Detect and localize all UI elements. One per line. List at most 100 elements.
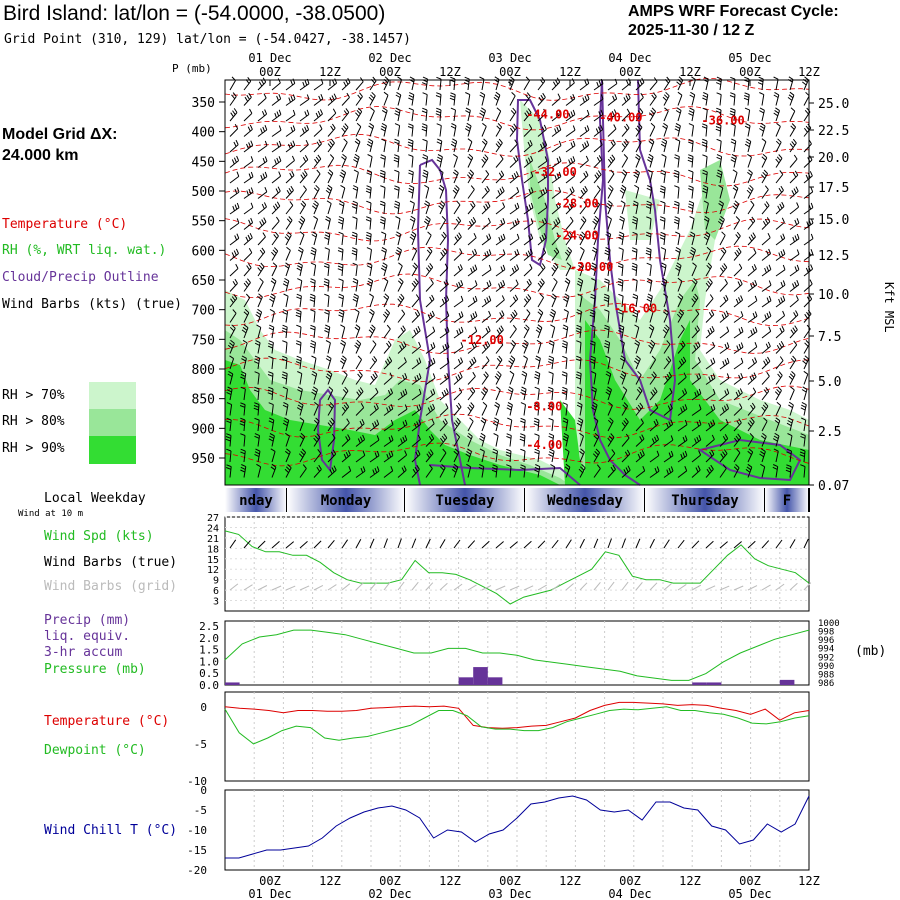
wind-barb	[229, 218, 240, 230]
wind-barb	[383, 388, 394, 401]
temperature-contour-label: -32.00	[534, 165, 577, 179]
wind-barb	[355, 403, 365, 416]
wind-barb	[425, 373, 436, 385]
height-tick-label: 10.0	[818, 288, 849, 303]
wind-barb	[621, 433, 630, 447]
wind-barb-true	[691, 540, 700, 549]
wind-barb	[369, 293, 374, 308]
wind-barb	[425, 278, 434, 292]
wind-barb	[464, 122, 472, 137]
wind-barb	[578, 262, 584, 277]
wind-barb	[495, 107, 502, 122]
legend-precip-accum: 3-hr accum	[44, 645, 123, 660]
wind-barb	[281, 355, 288, 370]
wind-barb	[229, 263, 239, 277]
wind-barb	[565, 216, 574, 230]
wind-barb	[662, 91, 670, 106]
wind-barb	[465, 448, 472, 463]
wind-barb	[411, 373, 422, 385]
wind-barb	[439, 357, 450, 370]
wind-barb	[369, 107, 375, 122]
wind-barb	[295, 355, 302, 370]
wind-barb	[411, 246, 418, 261]
pressure-tick-label: 550	[192, 215, 215, 230]
wind-barb	[495, 233, 506, 246]
wind-barb	[533, 417, 540, 432]
wind-barb	[591, 401, 598, 416]
wind-barb	[268, 417, 275, 432]
wind-barb	[675, 231, 681, 246]
wind-barb	[619, 216, 625, 230]
wind-barb	[341, 138, 348, 153]
wind-barb-grid	[369, 582, 377, 591]
legend-pressure: Pressure (mb)	[44, 662, 146, 677]
wind-barb	[395, 231, 402, 246]
wind-barb	[327, 433, 336, 447]
temperature-labels: -44.00 -40.00 -36.00 -32.00 -28.00 -24.00 -20.…	[461, 108, 745, 452]
wind-barb	[453, 264, 463, 277]
wind-barb	[481, 371, 489, 385]
wind-barb	[677, 324, 685, 339]
wind-barb	[775, 185, 784, 199]
wind-barb	[801, 386, 808, 401]
wind-barb	[479, 432, 486, 447]
wind-barb	[366, 169, 373, 184]
wind-barb	[229, 202, 240, 215]
wind-barb	[243, 124, 253, 137]
wind-barb	[761, 371, 770, 385]
wind-barb	[789, 295, 799, 308]
wind-barb-true	[439, 539, 446, 549]
wind-barb	[663, 308, 669, 323]
wind-barb	[747, 153, 752, 168]
wind-barb	[747, 216, 756, 230]
wind-barb-grid	[621, 581, 629, 591]
wind-barb-true	[299, 541, 308, 549]
wind-barb	[674, 154, 680, 168]
cycle-line-2: 2025-11-30 / 12 Z	[628, 22, 755, 39]
wind-barb	[313, 124, 323, 137]
wind-barb	[537, 187, 548, 199]
wind-barb	[523, 124, 533, 137]
wind-barb	[226, 417, 232, 432]
wind-barb	[453, 280, 464, 292]
wind-barb	[565, 186, 575, 199]
wind-barb	[281, 371, 288, 385]
wind-barb	[313, 169, 321, 184]
wind-barb	[593, 432, 600, 447]
wind-barb	[659, 185, 666, 199]
wind-barb-grid	[439, 582, 448, 591]
wind-barb	[675, 246, 681, 261]
wind-barb	[355, 107, 363, 122]
wind-barb	[593, 417, 599, 432]
wind-barb	[579, 94, 590, 106]
wind-barb	[675, 107, 682, 122]
wind-barb	[467, 387, 476, 401]
wind-barb	[635, 466, 646, 478]
wind-barb	[481, 154, 489, 168]
wind-barb	[243, 217, 254, 230]
wind-barb	[481, 233, 492, 246]
wind-barb	[340, 184, 346, 199]
wind-barb	[733, 357, 744, 370]
wind-barb	[353, 169, 359, 184]
wind-barb	[576, 417, 584, 432]
wind-barb	[509, 340, 517, 354]
cycle-line-1: AMPS WRF Forecast Cycle:	[628, 3, 839, 20]
wind-barb	[593, 170, 602, 184]
wind-barb	[380, 262, 388, 277]
wind-barb	[561, 386, 568, 401]
wind-barb	[775, 233, 786, 246]
wind-barb	[523, 355, 528, 370]
wind-barb	[254, 433, 260, 447]
wind-barb	[550, 324, 556, 339]
wind-barb	[523, 92, 531, 106]
temperature-contour	[224, 77, 810, 101]
wind-barb	[579, 140, 590, 153]
wind-barb-true	[621, 538, 626, 549]
wind-barb	[688, 185, 694, 199]
wind-barb	[705, 419, 716, 432]
wind-barb	[313, 139, 322, 153]
wind-barb	[453, 326, 464, 339]
wind-barb-true	[775, 539, 783, 549]
wind-barb	[299, 432, 306, 447]
